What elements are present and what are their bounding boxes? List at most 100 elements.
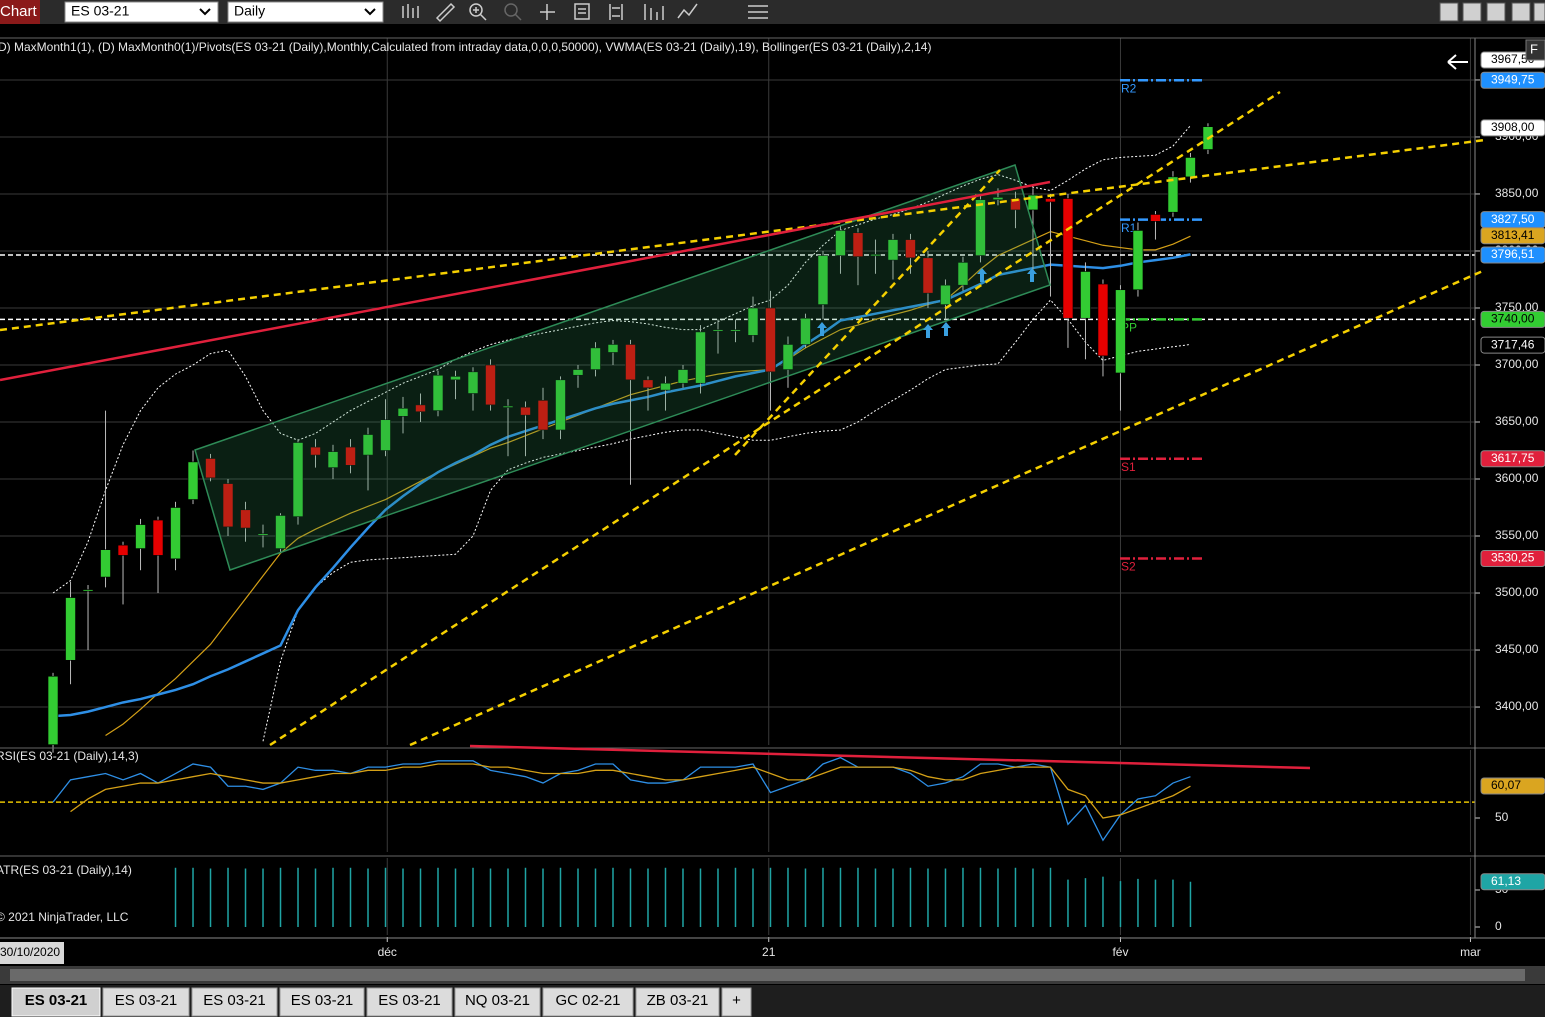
tab-label: ZB 03-21 — [647, 992, 709, 1009]
tab-box[interactable] — [279, 987, 365, 1017]
atr-bar — [244, 868, 247, 928]
atr-bar — [769, 867, 772, 928]
atr-bar — [629, 868, 632, 928]
tab-box[interactable] — [635, 987, 720, 1017]
candle-body — [327, 451, 339, 468]
atr-bar — [839, 867, 842, 928]
tab-box[interactable] — [11, 987, 101, 1017]
y-tick-label: 3750,00 — [1495, 300, 1539, 314]
tab[interactable]: ES 03-21 — [11, 987, 101, 1017]
candle-body — [642, 379, 654, 389]
atr-bar — [262, 868, 264, 928]
atr-bar — [787, 867, 789, 928]
candle-body — [170, 507, 181, 560]
atr-bar — [174, 867, 177, 928]
atr-bar — [1172, 879, 1174, 928]
f-button[interactable] — [1525, 39, 1545, 61]
price-marker — [1480, 873, 1545, 891]
candle-body — [1027, 194, 1039, 211]
indicator-label: D) MaxMonth1(1), (D) MaxMonth0(1)/Pivots… — [0, 40, 931, 54]
x-tick-label: 21 — [762, 945, 776, 959]
candle-body — [257, 533, 269, 536]
candle-body — [887, 239, 899, 261]
candle-body — [835, 230, 846, 256]
x-tick-label: mar — [1460, 945, 1481, 959]
tab-box[interactable] — [721, 987, 752, 1017]
price-marker-label: 3949,75 — [1491, 72, 1535, 86]
price-marker — [1480, 550, 1545, 568]
tab-box[interactable] — [542, 987, 634, 1017]
candle-body — [65, 597, 76, 661]
atr-bar — [717, 868, 719, 928]
tab[interactable]: ES 03-21 — [279, 987, 365, 1017]
tab[interactable]: GC 02-21 — [542, 987, 634, 1017]
atr-bar — [997, 868, 999, 928]
scroll-thumb[interactable] — [10, 969, 1525, 981]
candle-body — [1080, 271, 1091, 319]
candle-body — [940, 284, 951, 305]
window-buttons[interactable] — [1439, 2, 1545, 22]
candle-body — [800, 317, 811, 345]
toolbar-icons[interactable] — [402, 2, 768, 23]
pivot-label: S2 — [1121, 560, 1136, 574]
candle-body — [817, 255, 829, 305]
tab[interactable]: ES 03-21 — [102, 987, 190, 1017]
candle-body — [502, 405, 514, 408]
f-button-label: F — [1530, 41, 1538, 56]
atr-bar — [647, 868, 649, 928]
atr-bar — [542, 868, 544, 928]
y-tick-label: 3550,00 — [1495, 528, 1539, 542]
candle-body — [397, 408, 409, 417]
candle-body — [292, 442, 304, 517]
atr-bar — [1014, 867, 1017, 928]
atr-bar — [892, 868, 894, 928]
period-dropdown[interactable] — [227, 1, 384, 23]
candle-body — [782, 344, 794, 370]
price-marker — [1480, 310, 1545, 328]
candle-body — [1132, 230, 1144, 291]
candle-body — [485, 364, 496, 406]
atr-bar — [804, 868, 807, 928]
back-arrow[interactable] — [1447, 54, 1468, 70]
candle-body — [380, 419, 391, 451]
tab[interactable]: + — [721, 987, 752, 1017]
atr-bar — [419, 868, 422, 928]
tab[interactable]: ES 03-21 — [366, 987, 453, 1017]
chart-tab-label: Chart — [0, 3, 38, 20]
atr-bar — [1137, 878, 1139, 928]
tab-box[interactable] — [102, 987, 190, 1017]
chart-tab[interactable] — [0, 0, 40, 24]
atr-bar — [279, 867, 282, 928]
price-marker-label: 3530,25 — [1491, 551, 1535, 565]
indicator-line — [52, 756, 1191, 842]
tab[interactable]: ZB 03-21 — [635, 987, 720, 1017]
candle-body — [152, 519, 164, 556]
start-date-box — [0, 942, 64, 964]
instrument-dropdown[interactable] — [64, 1, 219, 23]
candle-body — [712, 329, 724, 332]
tab[interactable]: NQ 03-21 — [454, 987, 541, 1017]
rsi-label: RSI(ES 03-21 (Daily),14,3) — [0, 749, 139, 763]
tab[interactable]: ES 03-21 — [191, 987, 278, 1017]
atr-bar — [209, 868, 212, 928]
tab-label: NQ 03-21 — [465, 992, 530, 1009]
candle-body — [992, 197, 1004, 200]
price-marker — [1480, 119, 1545, 137]
price-marker — [1480, 777, 1545, 795]
atr-bar — [227, 867, 229, 928]
candle-body — [922, 257, 934, 294]
tab-box[interactable] — [454, 987, 541, 1017]
y-tick-label: 3450,00 — [1495, 642, 1539, 656]
price-marker-label: 3796,51 — [1491, 247, 1535, 261]
price-marker-label: 61,13 — [1491, 874, 1521, 888]
tab-box[interactable] — [366, 987, 453, 1017]
atr-bar — [507, 868, 509, 928]
atr-bar — [752, 868, 754, 928]
tab-label: ES 03-21 — [115, 992, 178, 1009]
atr-bar — [1119, 881, 1122, 928]
tab-label: ES 03-21 — [203, 992, 266, 1009]
tab-box[interactable] — [191, 987, 278, 1017]
y-tick-label: 3400,00 — [1495, 699, 1539, 713]
atr-bar — [577, 868, 579, 928]
candle-body — [852, 232, 864, 257]
